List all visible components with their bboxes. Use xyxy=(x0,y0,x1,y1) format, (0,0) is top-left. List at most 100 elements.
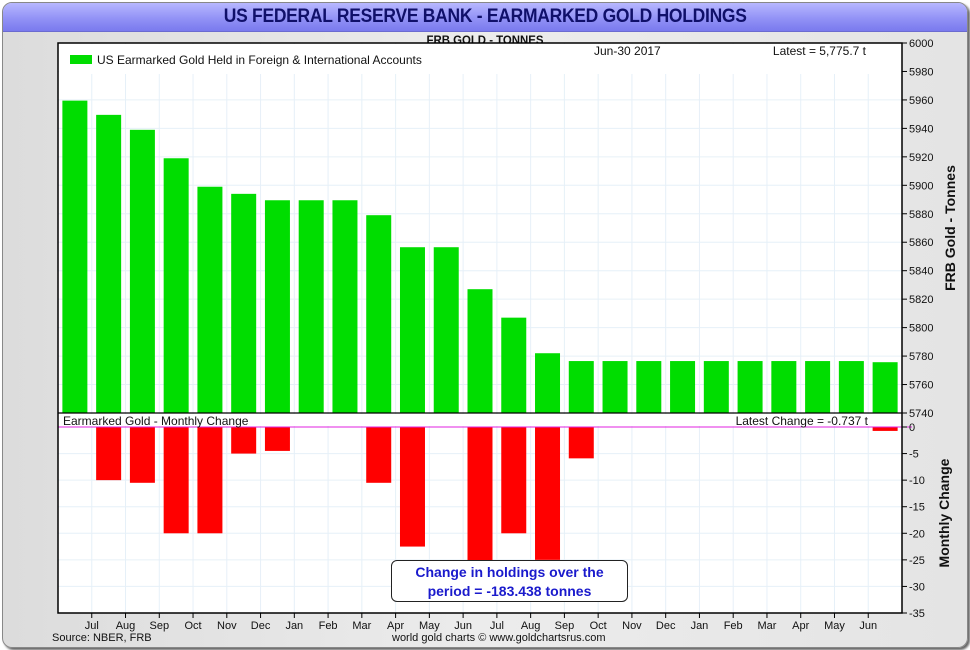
legend-swatch xyxy=(70,55,92,64)
legend-area xyxy=(59,44,901,74)
change-bar xyxy=(264,427,290,451)
holdings-bar xyxy=(771,361,797,413)
upper-y-tick-label: 5840 xyxy=(909,266,933,278)
x-tick-label: Sep xyxy=(149,620,169,632)
upper-y-tick-label: 5760 xyxy=(909,380,933,392)
change-bar xyxy=(129,427,155,483)
lower-y-tick-label: -10 xyxy=(909,475,925,487)
title-bar: US FEDERAL RESERVE BANK - EARMARKED GOLD… xyxy=(3,3,967,32)
upper-y-tick-label: 5820 xyxy=(909,294,933,306)
x-tick-label: Oct xyxy=(184,620,201,632)
holdings-bar xyxy=(332,200,358,413)
upper-y-tick-label: 5780 xyxy=(909,351,933,363)
holdings-bar xyxy=(96,114,122,413)
x-tick-label: Mar xyxy=(757,620,776,632)
x-tick-label: Aug xyxy=(116,620,136,632)
change-bar xyxy=(366,427,392,483)
lower-y-axis-title: Monthly Change xyxy=(936,458,952,568)
x-tick-label: Jun xyxy=(859,620,877,632)
x-tick-label: Jul xyxy=(490,620,504,632)
x-tick-label: Dec xyxy=(656,620,676,632)
x-tick-label: Jan xyxy=(285,620,303,632)
lower-y-tick-label: -35 xyxy=(909,608,925,620)
upper-y-tick-label: 5880 xyxy=(909,209,933,221)
holdings-bar xyxy=(231,193,257,413)
upper-y-tick-label: 5900 xyxy=(909,180,933,192)
holdings-bar xyxy=(163,158,189,413)
holdings-bar xyxy=(129,129,155,414)
holdings-bar xyxy=(636,361,662,413)
change-bar xyxy=(197,427,223,534)
upper-y-tick-label: 5980 xyxy=(909,66,933,78)
x-tick-label: Jan xyxy=(691,620,709,632)
source-note: Source: NBER, FRB xyxy=(52,632,152,644)
x-tick-label: Sep xyxy=(555,620,575,632)
change-bar xyxy=(96,427,122,481)
lower-y-tick-label: -5 xyxy=(909,449,919,461)
date-annotation: Jun-30 2017 xyxy=(594,44,661,58)
upper-y-tick-label: 5940 xyxy=(909,123,933,135)
x-tick-label: Aug xyxy=(521,620,541,632)
holdings-bar xyxy=(298,200,324,413)
upper-y-tick-label: 5960 xyxy=(909,95,933,107)
callout-line-1: Change in holdings over the xyxy=(415,564,604,580)
holdings-bar xyxy=(872,362,898,413)
holdings-bar xyxy=(366,215,392,413)
holdings-bar xyxy=(737,361,763,413)
latest-value-annotation: Latest = 5,775.7 t xyxy=(773,44,867,58)
holdings-bar xyxy=(805,361,831,413)
holdings-bar xyxy=(602,361,628,413)
change-bar xyxy=(163,427,189,534)
lower-y-tick-label: 0 xyxy=(909,422,915,434)
lower-y-tick-label: -30 xyxy=(909,581,925,593)
lower-y-tick-label: -25 xyxy=(909,555,925,567)
upper-y-tick-label: 6000 xyxy=(909,38,933,50)
change-bar xyxy=(872,427,898,431)
credit-note: world gold charts © www.goldchartsrus.co… xyxy=(392,632,606,644)
holdings-bar xyxy=(197,186,223,413)
change-bar xyxy=(501,427,527,534)
holdings-bar xyxy=(501,317,527,413)
x-tick-label: Jun xyxy=(454,620,472,632)
holdings-bar xyxy=(838,361,864,413)
holdings-bar xyxy=(670,361,696,413)
x-tick-label: Dec xyxy=(251,620,271,632)
upper-y-axis-title: FRB Gold - Tonnes xyxy=(942,165,958,291)
upper-y-tick-label: 5740 xyxy=(909,408,933,420)
change-bar xyxy=(399,427,425,547)
x-tick-label: Nov xyxy=(217,620,237,632)
x-tick-label: Nov xyxy=(622,620,642,632)
holdings-bar xyxy=(467,289,493,413)
x-tick-label: May xyxy=(419,620,440,632)
x-tick-label: Jul xyxy=(85,620,99,632)
x-tick-label: Feb xyxy=(319,620,338,632)
x-tick-label: Apr xyxy=(792,620,809,632)
callout-line-2: period = -183.438 tonnes xyxy=(427,583,592,599)
holdings-bar xyxy=(399,247,425,413)
holdings-bar xyxy=(568,361,594,413)
holdings-bar xyxy=(433,247,459,413)
lower-panel-title: Earmarked Gold - Monthly Change xyxy=(63,414,249,428)
lower-y-tick-label: -20 xyxy=(909,528,925,540)
legend-label: US Earmarked Gold Held in Foreign & Inte… xyxy=(97,53,422,67)
change-bar xyxy=(535,427,561,560)
upper-y-tick-label: 5800 xyxy=(909,323,933,335)
lower-y-tick-label: -15 xyxy=(909,502,925,514)
x-tick-label: Apr xyxy=(387,620,404,632)
upper-y-tick-label: 5920 xyxy=(909,152,933,164)
upper-y-tick-label: 5860 xyxy=(909,237,933,249)
period-change-callout: Change in holdings over the period = -18… xyxy=(391,560,628,602)
holdings-bar xyxy=(62,100,88,413)
change-bar xyxy=(231,427,257,454)
lower-title-area xyxy=(59,414,901,426)
x-tick-label: May xyxy=(824,620,845,632)
holdings-bar xyxy=(703,361,729,413)
change-bar xyxy=(467,427,493,584)
holdings-bar xyxy=(535,353,561,413)
latest-change-annotation: Latest Change = -0.737 t xyxy=(736,414,869,428)
change-bar xyxy=(568,427,594,459)
x-tick-label: Feb xyxy=(724,620,743,632)
x-tick-label: Oct xyxy=(590,620,607,632)
chart-title: US FEDERAL RESERVE BANK - EARMARKED GOLD… xyxy=(223,6,747,27)
